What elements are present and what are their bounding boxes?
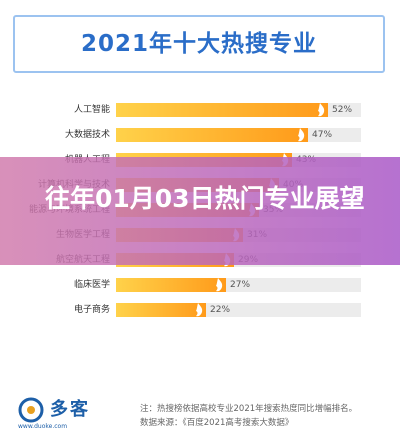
bar-track: 27% [116,278,361,292]
logo-mark-icon [18,397,44,423]
headline-overlay: 往年01月03日热门专业展望 [0,157,400,265]
ranking-row: 电子商务 22% [0,300,400,320]
footnote-line-1: 注：热搜榜依据高校专业2021年搜索热度同比增幅排名。 [140,404,358,414]
bar-track: 22% [116,303,361,317]
major-name: 临床医学 [73,280,110,290]
percent-label: 47% [312,130,333,140]
ranking-row: 人工智能 52% [0,100,400,120]
page-title: 2021年十大热搜专业 [80,31,317,57]
footer: 多客 www.duoke.com 注：热搜榜依据高校专业2021年搜索热度同比增… [0,385,400,435]
percent-label: 52% [332,105,353,115]
bar-fill [116,278,226,292]
flame-icon [318,103,325,117]
bar-fill [116,303,206,317]
percent-label: 22% [210,305,231,315]
title-banner: 2021年十大热搜专业 [13,15,385,73]
flame-icon [298,128,305,142]
bar-fill [116,103,328,117]
percent-label: 27% [230,280,251,290]
major-name: 人工智能 [73,105,110,115]
bar-track: 52% [116,103,361,117]
flame-icon [216,278,223,292]
bar-fill [116,128,308,142]
ranking-row: 临床医学 27% [0,275,400,295]
bar-track: 47% [116,128,361,142]
brand-name: 多客 [50,399,90,420]
brand-url: www.duoke.com [18,423,68,430]
flame-icon [196,303,203,317]
brand-logo: 多客 www.duoke.com [18,393,118,430]
footnote-line-2: 数据来源：《百度2021高考搜索大数据》 [140,418,294,428]
major-name: 电子商务 [73,305,110,315]
footnote: 注：热搜榜依据高校专业2021年搜索热度同比增幅排名。 数据来源：《百度2021… [140,402,395,430]
overlay-headline: 往年01月03日热门专业展望 [45,184,365,213]
ranking-row: 大数据技术 47% [0,125,400,145]
major-name: 大数据技术 [64,130,110,140]
